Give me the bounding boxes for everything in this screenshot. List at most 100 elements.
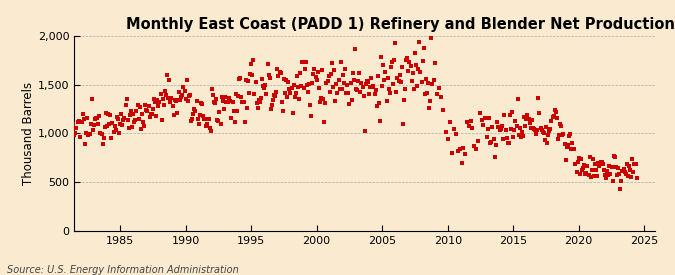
Point — [402, 55, 412, 60]
Point — [601, 169, 612, 173]
Point — [576, 168, 587, 172]
Point — [385, 91, 396, 96]
Point — [394, 72, 405, 77]
Point — [426, 35, 437, 40]
Point — [261, 92, 272, 96]
Text: Monthly East Coast (PADD 1) Refinery and Blender Net Production of Petroleum Cok: Monthly East Coast (PADD 1) Refinery and… — [126, 17, 675, 32]
Point — [73, 119, 84, 123]
Point — [497, 124, 508, 128]
Point — [307, 81, 318, 85]
Point — [562, 145, 572, 149]
Point — [425, 99, 435, 103]
Point — [138, 119, 148, 124]
Point — [93, 122, 104, 126]
Point — [294, 97, 304, 101]
Point — [83, 133, 94, 137]
Point — [355, 90, 366, 94]
Point — [127, 125, 138, 130]
Point — [288, 83, 299, 87]
Point — [401, 58, 412, 63]
Point — [325, 72, 336, 76]
Point — [596, 160, 607, 164]
Point — [177, 93, 188, 97]
Point — [371, 103, 382, 108]
Point — [525, 126, 536, 131]
Point — [431, 92, 442, 97]
Point — [253, 98, 264, 102]
Point — [119, 116, 130, 121]
Point — [472, 139, 483, 144]
Point — [545, 126, 556, 131]
Point — [405, 63, 416, 68]
Point — [551, 116, 562, 120]
Point — [389, 58, 400, 62]
Point — [219, 107, 230, 111]
Point — [180, 97, 191, 101]
Point — [510, 118, 521, 123]
Point — [465, 119, 476, 123]
Point — [622, 174, 633, 178]
Point — [72, 120, 83, 124]
Point — [368, 83, 379, 88]
Point — [265, 107, 276, 111]
Point — [198, 114, 209, 118]
Point — [619, 170, 630, 175]
Point — [269, 93, 279, 97]
Point — [298, 86, 309, 90]
Point — [373, 73, 383, 78]
Point — [507, 110, 518, 114]
Point — [209, 99, 219, 104]
Point — [578, 163, 589, 168]
Point — [572, 160, 583, 164]
Point — [215, 122, 226, 126]
Point — [125, 112, 136, 117]
Point — [410, 51, 421, 55]
Point — [297, 59, 308, 64]
Point — [484, 116, 495, 120]
Point — [293, 84, 304, 89]
Point — [151, 114, 161, 118]
Point — [390, 41, 401, 45]
Point — [536, 128, 547, 132]
Point — [502, 135, 512, 140]
Point — [585, 175, 596, 179]
Point — [313, 86, 324, 90]
Point — [217, 99, 228, 103]
Point — [498, 137, 509, 141]
Point — [336, 87, 347, 92]
Point — [332, 91, 343, 95]
Point — [90, 116, 101, 120]
Point — [373, 101, 384, 105]
Point — [615, 187, 626, 191]
Point — [143, 103, 154, 108]
Point — [70, 131, 81, 136]
Point — [562, 143, 573, 147]
Point — [467, 126, 478, 130]
Point — [606, 165, 617, 169]
Point — [192, 117, 203, 122]
Point — [232, 109, 242, 114]
Point — [311, 78, 322, 82]
Point — [624, 164, 634, 169]
Point — [342, 83, 352, 87]
Point — [270, 94, 281, 98]
Point — [364, 92, 375, 96]
Point — [362, 79, 373, 84]
Point — [350, 87, 361, 92]
Point — [539, 131, 549, 136]
Point — [412, 84, 423, 88]
Point — [436, 95, 447, 99]
Point — [599, 168, 610, 172]
Point — [304, 103, 315, 107]
Point — [387, 60, 398, 65]
Point — [271, 90, 281, 94]
Point — [316, 96, 327, 100]
Point — [509, 128, 520, 132]
Point — [555, 122, 566, 126]
Point — [556, 124, 567, 128]
Point — [140, 103, 151, 108]
Point — [610, 165, 621, 169]
Point — [358, 94, 369, 98]
Point — [196, 101, 207, 106]
Point — [130, 118, 141, 122]
